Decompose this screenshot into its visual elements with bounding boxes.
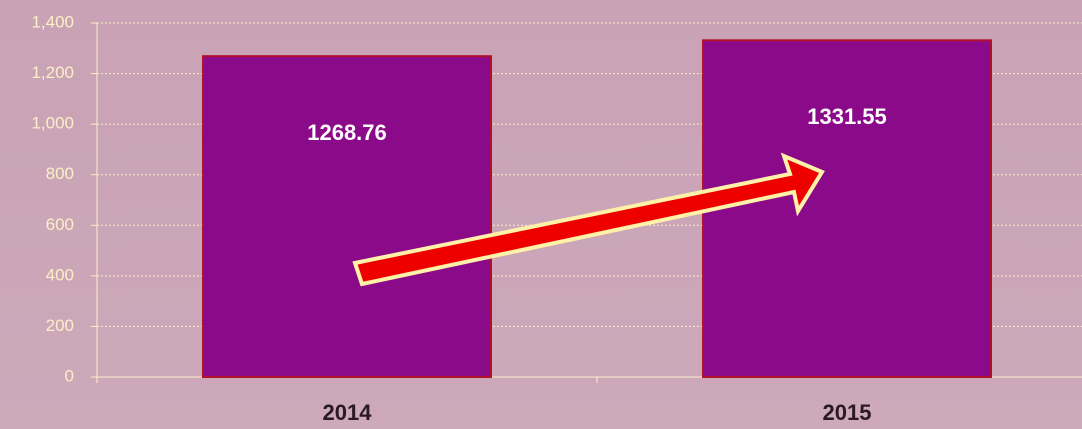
y-tick-label: 1,000 xyxy=(31,114,74,133)
y-tick-label: 800 xyxy=(46,164,74,183)
chart: 0 200 400 600 800 1,000 1,200 1,400 2014 1268.76 2… xyxy=(0,0,1082,429)
bar xyxy=(203,56,491,377)
y-tick-label: 200 xyxy=(46,316,74,335)
y-tick-label: 0 xyxy=(65,366,74,385)
value-label: 1331.55 xyxy=(807,104,887,129)
y-tick-label: 1,200 xyxy=(31,63,74,82)
y-tick-label: 600 xyxy=(46,215,74,234)
x-tick-label: 2014 xyxy=(323,400,373,425)
bar xyxy=(703,40,991,377)
y-tick-label: 400 xyxy=(46,265,74,284)
y-tick-label: 1,400 xyxy=(31,12,74,31)
page: 0 200 400 600 800 1,000 1,200 1,400 2014 1268.76 2… xyxy=(0,0,1082,429)
value-label: 1268.76 xyxy=(307,120,387,145)
x-tick-label: 2015 xyxy=(823,400,872,425)
